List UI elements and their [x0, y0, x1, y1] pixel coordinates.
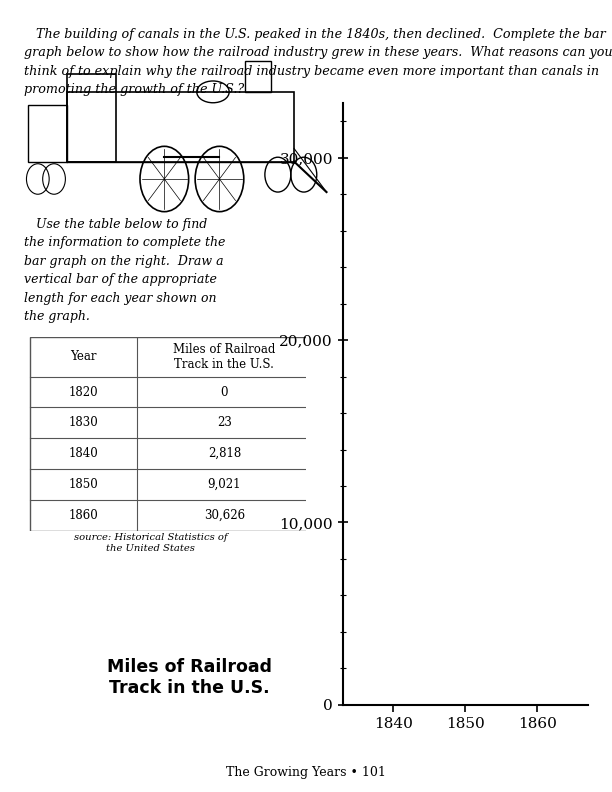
Text: The Growing Years • 101: The Growing Years • 101	[226, 766, 386, 779]
Text: 9,021: 9,021	[207, 478, 241, 491]
Text: 1840: 1840	[69, 447, 99, 460]
Text: 0: 0	[220, 386, 228, 398]
Text: 23: 23	[217, 417, 232, 429]
Text: Year: Year	[70, 350, 97, 363]
Text: 2,818: 2,818	[207, 447, 241, 460]
Text: source: Historical Statistics of
the United States: source: Historical Statistics of the Uni…	[73, 533, 227, 553]
Text: Use the table below to find
the information to complete the
bar graph on the rig: Use the table below to find the informat…	[24, 218, 226, 323]
Text: 1860: 1860	[69, 508, 99, 522]
Text: Miles of Railroad
Track in the U.S.: Miles of Railroad Track in the U.S.	[173, 343, 275, 371]
Text: 1850: 1850	[69, 478, 99, 491]
Text: 1820: 1820	[69, 386, 99, 398]
Text: 1830: 1830	[69, 417, 99, 429]
Text: The building of canals in the U.S. peaked in the 1840s, then declined.  Complete: The building of canals in the U.S. peake…	[24, 28, 612, 96]
Text: Miles of Railroad
Track in the U.S.: Miles of Railroad Track in the U.S.	[107, 658, 272, 696]
Text: 30,626: 30,626	[204, 508, 245, 522]
